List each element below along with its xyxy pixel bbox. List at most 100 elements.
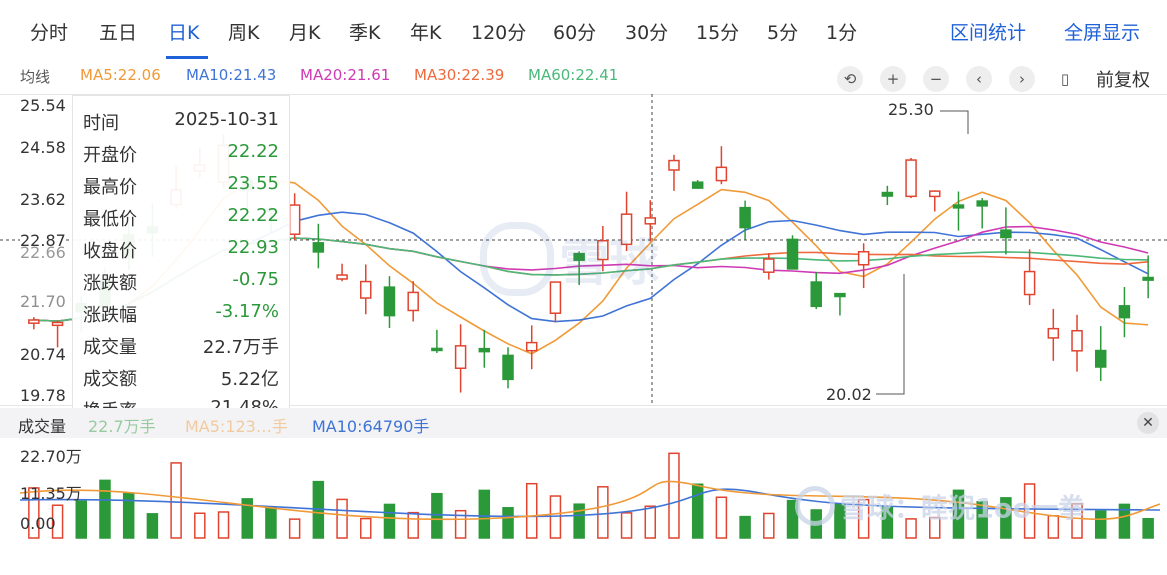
volume-bar	[786, 499, 799, 539]
tab-5min[interactable]: 5分	[767, 22, 799, 44]
ma30-legend: MA30:22.39	[414, 66, 505, 84]
candle-body	[929, 190, 941, 198]
candle-body	[739, 206, 751, 229]
period-tab-bar: 分时 五日 日K 周K 月K 季K 年K 120分 60分 30分 15分 5分…	[0, 0, 1167, 66]
tooltip-key: 涨跌额	[83, 273, 137, 294]
candle-body	[952, 204, 965, 209]
tab-daily-k[interactable]: 日K	[168, 22, 200, 44]
volume-bar	[265, 506, 277, 539]
watermark-footer-text: 雪球：睦猊1oo一拳	[840, 493, 1085, 525]
candle-body	[549, 281, 562, 314]
volume-bar	[905, 518, 917, 539]
candle-body	[383, 286, 396, 317]
volume-axis-label: 22.70万	[20, 447, 82, 466]
volume-bar	[383, 503, 396, 539]
candle-body	[976, 200, 988, 207]
tab-five-day[interactable]: 五日	[99, 22, 138, 44]
candle-style-icon[interactable]: ▯	[1060, 70, 1070, 88]
ma10-legend: MA10:21.43	[186, 66, 277, 84]
volume-bar	[217, 511, 230, 539]
tooltip-key: 时间	[83, 113, 119, 134]
tooltip-key: 最高价	[83, 177, 137, 198]
tab-intraday[interactable]: 分时	[30, 22, 69, 44]
ma60-legend: MA60:22.41	[528, 66, 619, 84]
volume-bar	[360, 517, 372, 539]
volume-bar	[336, 498, 348, 539]
tooltip-key: 涨跌幅	[83, 305, 137, 326]
tooltip-value: -0.75	[232, 269, 279, 290]
volume-axis-label: 11.35万	[20, 484, 82, 503]
tooltip-value: 22.22	[227, 205, 279, 226]
tab-quarterly-k[interactable]: 季K	[349, 22, 381, 44]
tooltip-value: 22.93	[227, 237, 279, 258]
candle-body	[1142, 276, 1154, 281]
candle-body	[1047, 327, 1060, 339]
zoom-in-icon[interactable]: +	[880, 66, 906, 92]
volume-bar	[857, 498, 870, 539]
tab-weekly-k[interactable]: 周K	[228, 22, 260, 44]
candle-body	[1023, 270, 1036, 296]
volume-bar	[99, 479, 111, 539]
candle-body	[905, 159, 917, 198]
fullscreen-button[interactable]: 全屏显示	[1064, 22, 1141, 44]
watermark-brand-text: 雪球	[559, 234, 660, 292]
candle-body	[644, 217, 657, 225]
tooltip-key: 成交额	[83, 369, 137, 390]
tooltip-row-turnover: 成交额 5.22亿	[83, 365, 279, 390]
volume-bar	[75, 500, 88, 539]
price-axis-label: 23.62	[20, 190, 66, 209]
candle-body	[336, 274, 348, 280]
xueqiu-logo-icon	[480, 222, 554, 296]
candle-body	[810, 281, 822, 308]
ma20-legend: MA20:21.61	[300, 66, 391, 84]
tab-yearly-k[interactable]: 年K	[410, 22, 442, 44]
candle-body	[28, 319, 40, 324]
volume-bar	[763, 512, 775, 539]
candle-body	[857, 251, 870, 266]
tooltip-row-change-pct: 涨跌幅 -3.17%	[83, 301, 279, 326]
high-marker-line	[940, 110, 969, 134]
candle-body	[834, 292, 846, 298]
tooltip-key: 开盘价	[83, 145, 137, 166]
volume-axis-label: 0.00	[20, 514, 56, 533]
volume-bar	[976, 501, 988, 539]
candle-body	[407, 291, 419, 312]
candle-body	[668, 159, 680, 171]
tooltip-key: 成交量	[83, 337, 137, 358]
volume-bar	[668, 452, 680, 539]
candle-body	[51, 321, 64, 327]
xueqiu-logo-icon	[795, 486, 835, 526]
low-marker-line	[876, 274, 905, 395]
price-axis-label: 19.78	[20, 386, 66, 405]
tooltip-row-time: 时间 2025-10-31	[83, 109, 279, 134]
zoom-out-icon[interactable]: −	[923, 66, 949, 92]
candle-body	[786, 238, 799, 270]
volume-bar	[549, 495, 562, 539]
volume-bar	[525, 482, 538, 539]
crosshair-price-label: 22.87	[20, 231, 66, 250]
price-adjust-toggle[interactable]: 前复权	[1096, 70, 1150, 91]
pan-left-icon[interactable]: ‹	[966, 66, 992, 92]
range-stats-button[interactable]: 区间统计	[950, 22, 1027, 44]
pan-right-icon[interactable]: ›	[1009, 66, 1035, 92]
volume-ma10: MA10:64790手	[312, 417, 430, 436]
candle-body	[573, 252, 585, 261]
tooltip-row-high: 最高价 23.55	[83, 173, 279, 198]
tab-1min[interactable]: 1分	[826, 22, 858, 44]
undo-icon[interactable]: ⟲	[837, 66, 863, 92]
tab-30min[interactable]: 30分	[625, 22, 669, 44]
volume-title: 成交量	[18, 417, 67, 436]
candle-body	[478, 347, 491, 353]
tab-15min[interactable]: 15分	[696, 22, 740, 44]
price-axis-label: 22.66	[20, 243, 66, 262]
tab-120min[interactable]: 120分	[471, 22, 527, 44]
tooltip-value: -3.17%	[215, 301, 279, 322]
volume-bar	[194, 512, 206, 539]
tab-60min[interactable]: 60分	[553, 22, 597, 44]
close-icon[interactable]: ✕	[1137, 412, 1159, 434]
period-high-label: 25.30	[888, 100, 934, 119]
candle-body	[620, 213, 633, 246]
volume-bar	[454, 509, 467, 539]
tab-monthly-k[interactable]: 月K	[289, 22, 321, 44]
candle-body	[1000, 229, 1012, 239]
